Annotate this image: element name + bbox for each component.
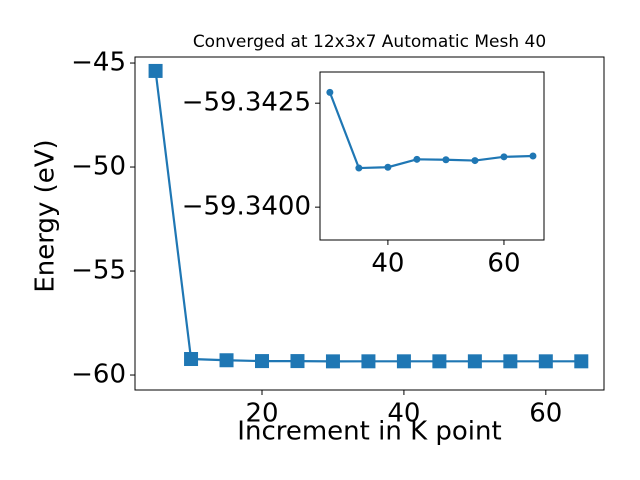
marker (538, 354, 553, 369)
x-tick-label: 20 (245, 399, 278, 429)
marker (361, 354, 376, 369)
y-tick-label: −55 (71, 256, 126, 286)
marker (219, 353, 234, 368)
x-tick-label: 40 (371, 249, 404, 279)
chart-title: Converged at 12x3x7 Automatic Mesh 40 (193, 32, 546, 52)
marker (148, 63, 163, 78)
series-line (328, 91, 534, 170)
marker (467, 354, 482, 369)
marker (255, 354, 270, 369)
y-tick-label: −60 (71, 360, 126, 390)
x-tick-label: 60 (487, 249, 520, 279)
y-axis-label: Energy (eV) (31, 139, 61, 292)
marker (184, 352, 199, 367)
x-tick-label: 40 (387, 399, 420, 429)
marker (326, 88, 334, 96)
y-tick-label: −59.3425 (182, 88, 311, 118)
y-tick-label: −45 (71, 48, 126, 78)
y-tick-label: −59.3400 (182, 192, 311, 222)
marker (432, 354, 447, 369)
marker (290, 354, 305, 369)
y-tick-label: −50 (71, 152, 126, 182)
marker (503, 354, 518, 369)
marker (384, 163, 392, 171)
x-tick-label: 60 (529, 399, 562, 429)
marker (355, 164, 363, 172)
marker (442, 156, 450, 164)
marker (325, 354, 340, 369)
marker (471, 157, 479, 165)
marker (396, 354, 411, 369)
marker (529, 152, 537, 160)
x-axis-label: Increment in K point (237, 417, 501, 447)
marker (413, 155, 421, 163)
marker (574, 354, 589, 369)
marker (500, 153, 508, 161)
